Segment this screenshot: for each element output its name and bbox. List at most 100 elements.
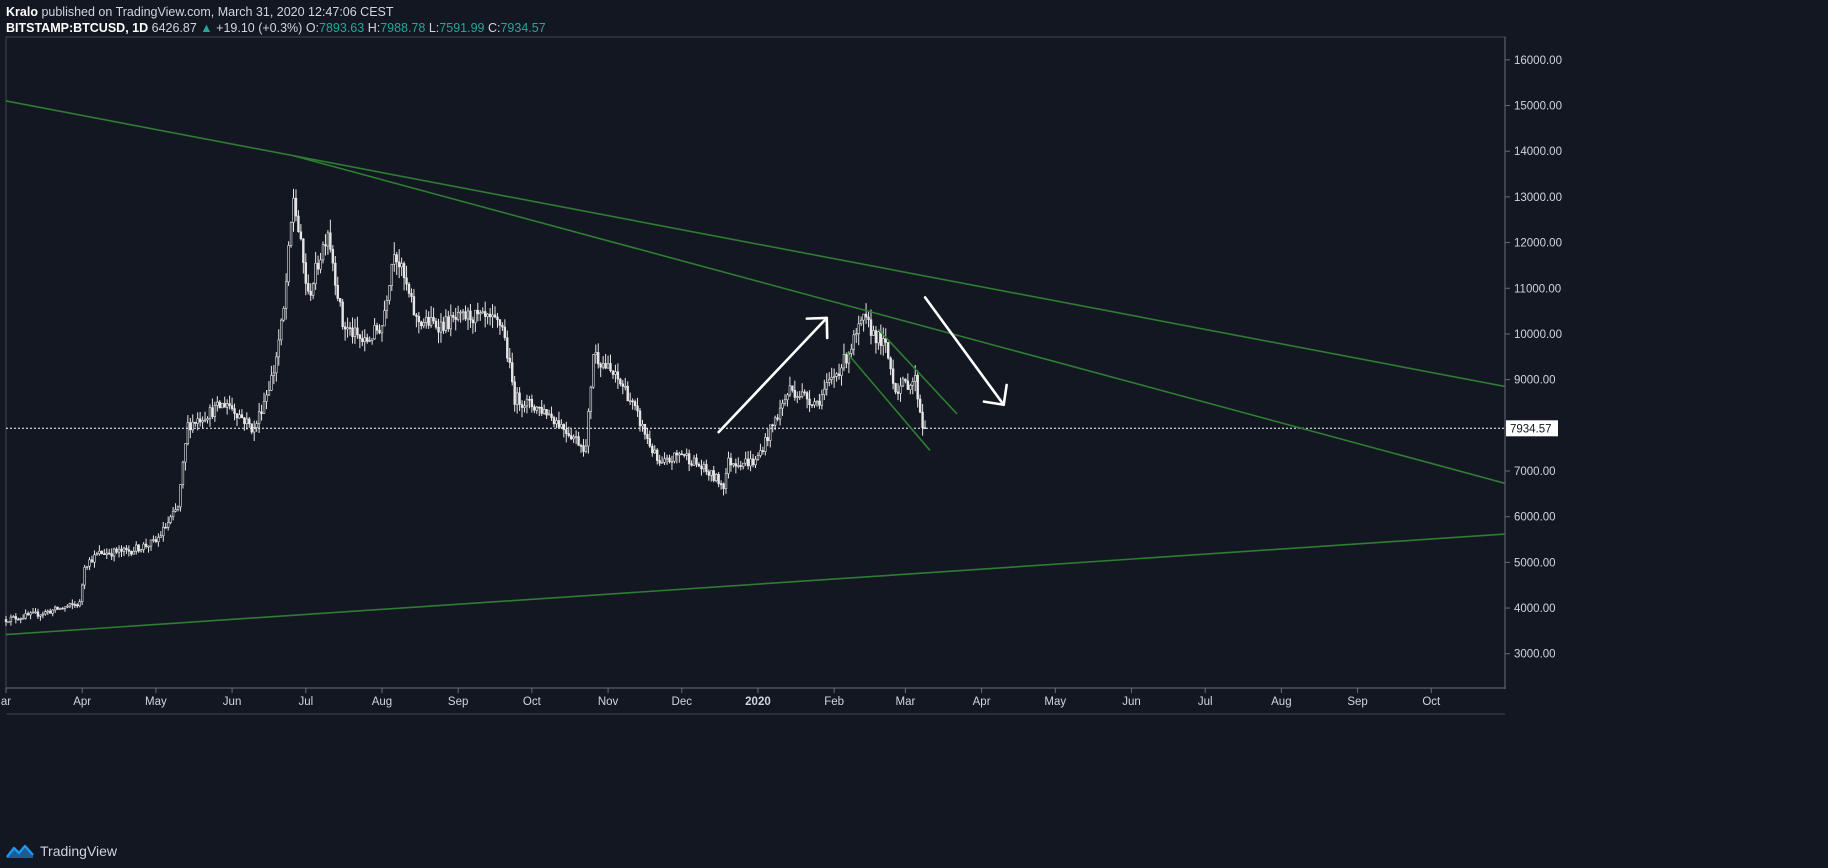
candle-body	[164, 526, 167, 529]
candle-body	[857, 323, 860, 334]
candle-body	[577, 436, 580, 446]
arrow-head	[982, 383, 1008, 407]
candle-body	[218, 401, 221, 409]
candle-body	[923, 427, 927, 429]
last-price-label: 7934.57	[1510, 423, 1552, 435]
candle-body	[166, 522, 170, 528]
candle-body	[597, 352, 600, 365]
candle-body	[739, 465, 742, 467]
candle-body	[378, 330, 381, 334]
brand-name[interactable]: TradingView	[40, 843, 118, 859]
x-tick-label: Feb	[824, 696, 844, 708]
x-tick-label: Jul	[1198, 696, 1213, 708]
candle-body	[280, 319, 283, 341]
candle-body	[324, 244, 327, 247]
ohlc-line: BITSTAMP:BTCUSD, 1D 6426.87 ▲ +19.10 (+0…	[6, 20, 546, 36]
candle-body	[459, 311, 462, 314]
candle-body	[316, 262, 320, 270]
candle-body	[309, 290, 312, 296]
candle-body	[631, 400, 634, 403]
y-tick-label: 3000.00	[1514, 649, 1556, 661]
candle-body	[184, 443, 187, 463]
publisher-name[interactable]: Kralo	[6, 5, 38, 19]
tradingview-logo-icon[interactable]	[6, 843, 34, 859]
candle-body	[653, 449, 656, 454]
x-tick-label: Dec	[672, 696, 693, 708]
trendline[interactable]	[877, 328, 958, 415]
candle-body	[402, 263, 406, 279]
candle-body	[68, 603, 72, 607]
trend-arrow[interactable]	[717, 316, 829, 434]
candle-body	[90, 559, 94, 563]
y-tick-label: 4000.00	[1514, 603, 1556, 615]
candle-body	[685, 453, 688, 456]
candle-body	[742, 462, 745, 467]
candle-body	[76, 604, 79, 607]
trendline[interactable]	[845, 351, 931, 451]
candle-body	[911, 381, 914, 386]
candle-body	[393, 254, 396, 265]
footer-branding: TradingView	[6, 840, 117, 862]
candle-body	[491, 314, 494, 318]
candle-body	[203, 419, 207, 422]
candle-body	[108, 552, 111, 555]
candle-body	[734, 463, 738, 467]
trendline[interactable]	[6, 100, 1505, 388]
candle-body	[660, 461, 664, 464]
candle-body	[311, 283, 315, 296]
candle-body	[434, 320, 438, 328]
candle-body	[714, 474, 718, 481]
candle-body	[397, 261, 401, 268]
candle-body	[687, 453, 691, 465]
candle-body	[621, 383, 625, 387]
candle-body	[651, 445, 654, 454]
candle-body	[825, 382, 828, 390]
candle-body	[695, 457, 698, 465]
candle-body	[130, 550, 133, 555]
candle-body	[228, 403, 231, 406]
x-tick-label: Apr	[973, 696, 991, 708]
symbol-label[interactable]: BITSTAMP:BTCUSD, 1D	[6, 21, 149, 35]
candle-body	[656, 449, 659, 461]
candle-body	[729, 457, 733, 466]
candle-body	[891, 368, 895, 384]
candle-body	[756, 455, 760, 460]
candle-body	[909, 385, 912, 390]
trendline[interactable]	[6, 533, 1505, 636]
candle-body	[171, 510, 175, 518]
candle-body	[162, 526, 165, 537]
low-value: 7591.99	[439, 21, 485, 35]
candle-body	[506, 337, 509, 359]
candle-body	[724, 473, 728, 490]
price-change: +19.10 (+0.3%)	[216, 21, 303, 35]
candle-body	[638, 410, 642, 427]
close-label: C:	[487, 21, 501, 35]
candle-body	[513, 381, 516, 405]
x-tick-label: Jun	[1122, 696, 1141, 708]
candle-body	[321, 244, 325, 261]
candle-body	[518, 392, 521, 405]
candle-body	[412, 296, 416, 316]
trend-arrow[interactable]	[923, 296, 1005, 407]
candle-body	[12, 616, 15, 618]
candle-body	[545, 409, 548, 416]
candle-body	[643, 423, 647, 435]
candle-body	[417, 316, 421, 323]
candle-body	[503, 326, 507, 338]
candle-body	[142, 543, 145, 550]
candle-body	[869, 319, 873, 336]
candle-body	[353, 327, 357, 337]
candle-body	[818, 400, 821, 406]
trendline[interactable]	[293, 155, 1505, 485]
candle-body	[636, 405, 639, 412]
candle-body	[61, 607, 64, 610]
x-tick-label: Aug	[1271, 696, 1291, 708]
candle-body	[41, 613, 45, 616]
candle-body	[29, 612, 32, 616]
candle-body	[665, 457, 669, 460]
candle-body	[855, 333, 858, 336]
candle-body	[196, 418, 199, 424]
candle-body	[820, 394, 824, 406]
candle-body	[85, 565, 89, 568]
